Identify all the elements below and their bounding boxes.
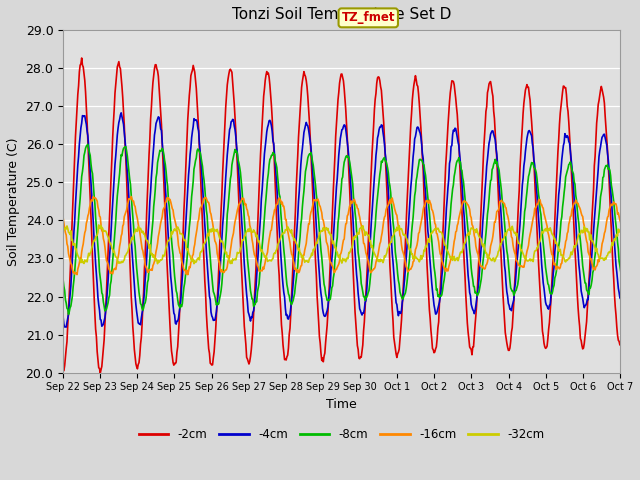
-32cm [60, 229, 67, 235]
-8cm [292, 283, 300, 288]
Line: -2cm: -2cm [63, 58, 640, 373]
-2cm [240, 307, 248, 313]
-4cm [292, 248, 300, 254]
-8cm [240, 204, 248, 209]
-32cm [456, 250, 464, 255]
-8cm [84, 142, 92, 147]
-32cm [130, 232, 138, 238]
X-axis label: Time: Time [326, 398, 357, 411]
Legend: -2cm, -4cm, -8cm, -16cm, -32cm: -2cm, -4cm, -8cm, -16cm, -32cm [134, 423, 549, 445]
-4cm [240, 247, 248, 253]
-4cm [131, 282, 138, 288]
-16cm [60, 215, 67, 220]
-16cm [423, 198, 431, 204]
-8cm [60, 277, 67, 283]
Title: Tonzi Soil Temperature Set D: Tonzi Soil Temperature Set D [232, 7, 451, 22]
Line: -16cm: -16cm [63, 197, 640, 275]
Y-axis label: Soil Temperature (C): Soil Temperature (C) [7, 137, 20, 265]
-16cm [127, 194, 135, 200]
-2cm [456, 176, 464, 182]
-4cm [423, 215, 431, 221]
-8cm [423, 187, 431, 192]
-16cm [456, 209, 464, 215]
-2cm [97, 371, 104, 376]
-8cm [131, 237, 138, 242]
-8cm [456, 159, 464, 165]
Line: -8cm: -8cm [63, 144, 640, 314]
-2cm [60, 367, 67, 373]
-32cm [95, 222, 102, 228]
-2cm [269, 135, 276, 141]
-4cm [456, 161, 464, 167]
-2cm [292, 208, 300, 214]
-16cm [184, 272, 191, 277]
-2cm [131, 347, 138, 352]
-16cm [130, 198, 138, 204]
Line: -32cm: -32cm [63, 225, 640, 264]
-4cm [60, 314, 67, 320]
-16cm [269, 215, 276, 220]
Line: -4cm: -4cm [63, 113, 640, 327]
-2cm [423, 263, 431, 269]
-32cm [269, 256, 276, 262]
-4cm [269, 138, 276, 144]
-2cm [78, 55, 86, 61]
-8cm [65, 312, 72, 317]
-4cm [62, 324, 70, 330]
-32cm [240, 237, 248, 243]
-32cm [292, 238, 300, 244]
-8cm [269, 150, 276, 156]
-16cm [292, 265, 300, 271]
-16cm [240, 195, 248, 201]
-32cm [154, 261, 161, 266]
Text: TZ_fmet: TZ_fmet [342, 12, 395, 24]
-4cm [117, 110, 125, 116]
-32cm [423, 242, 431, 248]
